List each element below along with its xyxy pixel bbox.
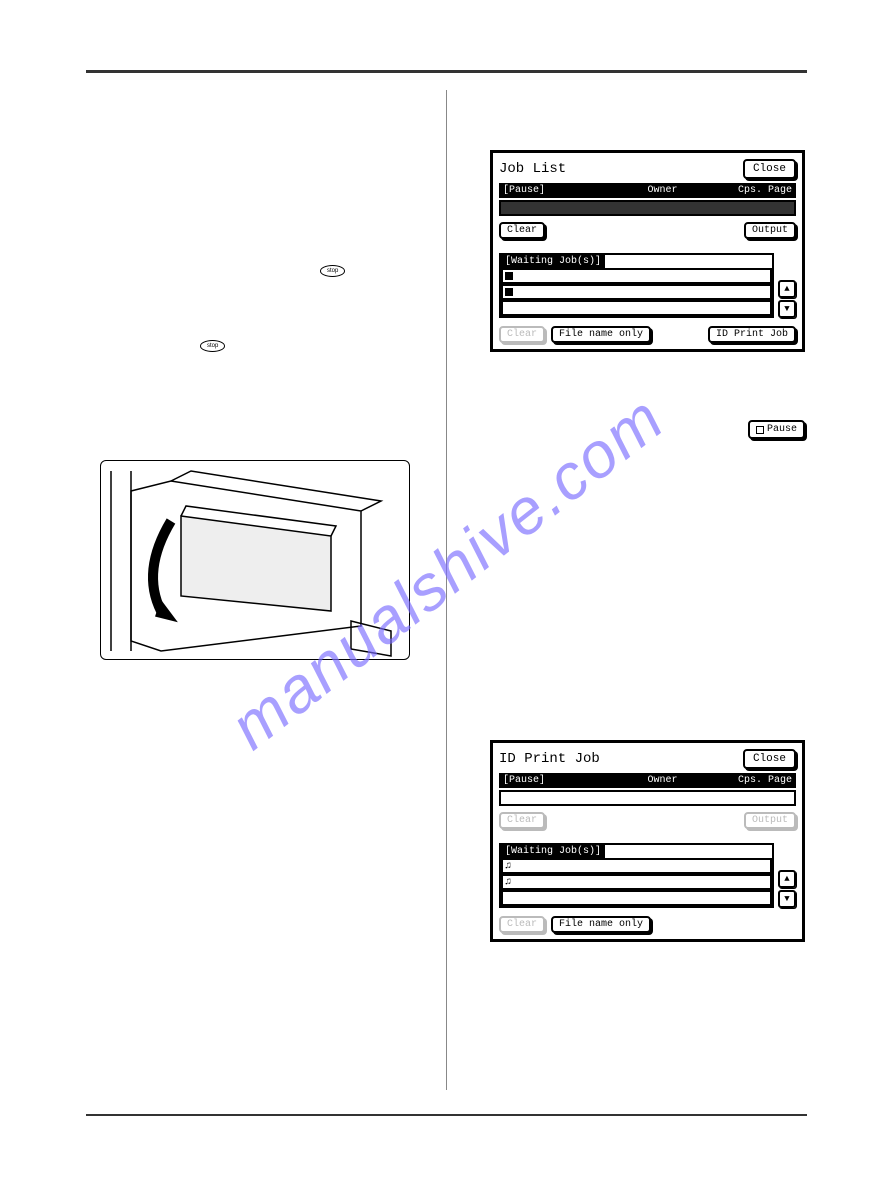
waiting-row[interactable] [501, 284, 772, 300]
clear-waiting-button: Clear [499, 326, 545, 343]
scroll-down-icon[interactable]: ▼ [778, 300, 796, 318]
job-icon: ♫ [505, 861, 511, 872]
close-button[interactable]: Close [743, 749, 796, 769]
job-marker-icon [505, 272, 513, 280]
col-pause: [Pause] [503, 185, 648, 196]
col-cps-page: Cps. Page [720, 775, 792, 786]
job-icon: ♫ [505, 877, 511, 888]
col-owner: Owner [648, 775, 720, 786]
rule-bottom [86, 1114, 807, 1116]
output-button[interactable]: Output [744, 222, 796, 239]
scroll-up-icon[interactable]: ▲ [778, 870, 796, 888]
paper-tray-illustration [100, 460, 410, 660]
scroll-up-icon[interactable]: ▲ [778, 280, 796, 298]
pause-header: [Pause] Owner Cps. Page [499, 773, 796, 788]
dialog-title: ID Print Job [499, 751, 600, 767]
pause-slot[interactable] [499, 790, 796, 806]
col-cps-page: Cps. Page [720, 185, 792, 196]
waiting-label: [Waiting Job(s)] [501, 255, 605, 268]
clear-button[interactable]: Clear [499, 222, 545, 239]
pause-button[interactable]: Pause [748, 420, 805, 439]
close-button[interactable]: Close [743, 159, 796, 179]
scroll-down-icon[interactable]: ▼ [778, 890, 796, 908]
col-owner: Owner [648, 185, 720, 196]
pause-marker-icon [756, 426, 764, 434]
id-print-job-button[interactable]: ID Print Job [708, 326, 796, 343]
job-marker-icon [505, 288, 513, 296]
output-button: Output [744, 812, 796, 829]
waiting-row[interactable] [501, 268, 772, 284]
file-name-only-button[interactable]: File name only [551, 326, 651, 343]
waiting-jobs-panel: [Waiting Job(s)] ♫ ♫ [499, 843, 774, 908]
id-print-job-dialog: ID Print Job Close [Pause] Owner Cps. Pa… [490, 740, 805, 942]
job-list-dialog: Job List Close [Pause] Owner Cps. Page C… [490, 150, 805, 352]
column-separator [446, 90, 447, 1090]
pause-header: [Pause] Owner Cps. Page [499, 183, 796, 198]
waiting-row[interactable]: ♫ [501, 858, 772, 874]
waiting-jobs-panel: [Waiting Job(s)] [499, 253, 774, 318]
dialog-title: Job List [499, 161, 566, 177]
clear-button: Clear [499, 812, 545, 829]
stop-oval-1: stop [320, 265, 345, 277]
waiting-row[interactable]: ♫ [501, 874, 772, 890]
stop-oval-2: stop [200, 340, 225, 352]
waiting-label: [Waiting Job(s)] [501, 845, 605, 858]
waiting-row[interactable] [501, 300, 772, 316]
rule-top [86, 70, 807, 73]
waiting-row[interactable] [501, 890, 772, 906]
col-pause: [Pause] [503, 775, 648, 786]
clear-waiting-button: Clear [499, 916, 545, 933]
pause-label: Pause [767, 424, 797, 435]
file-name-only-button[interactable]: File name only [551, 916, 651, 933]
pause-slot[interactable] [499, 200, 796, 216]
